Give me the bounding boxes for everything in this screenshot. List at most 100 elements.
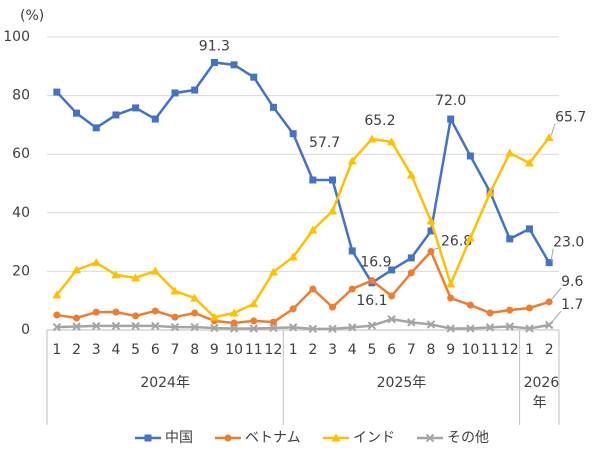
marker [151,307,159,315]
x-tick-label: 2 [72,342,81,358]
marker [308,324,318,334]
data-label: 57.7 [309,135,340,151]
y-tick-label: 60 [12,146,30,162]
marker [170,322,180,332]
marker [309,285,317,293]
marker [347,156,357,165]
marker [269,318,277,326]
x-tick-label: 11 [481,342,499,358]
marker [505,148,515,157]
marker [329,303,337,311]
marker [485,188,495,197]
marker [230,319,238,327]
marker [328,206,338,215]
marker [505,322,514,331]
marker [425,433,435,443]
x-tick-label: 8 [427,342,436,358]
x-tick-label: 6 [387,342,396,358]
marker [190,293,200,302]
marker [329,176,337,184]
marker [545,298,553,306]
marker [289,130,297,138]
marker [171,89,179,97]
marker [249,299,259,308]
x-tick-label: 7 [171,342,180,358]
x-tick-label: 9 [446,342,455,358]
marker [506,235,514,243]
marker [545,259,553,267]
marker [151,115,159,123]
marker [368,276,376,284]
marker [407,318,416,327]
marker [485,323,495,332]
marker [525,225,533,233]
marker [544,132,554,141]
marker [132,312,140,320]
x-tick-label: 7 [407,342,416,358]
marker [230,61,238,69]
marker [53,311,61,319]
marker [92,308,100,316]
marker [506,306,514,314]
series: 16.9 26.8 9.6 [53,233,584,327]
data-label: 9.6 [561,274,583,290]
marker [210,323,219,333]
marker [348,285,356,293]
x-tick-label: 1 [525,342,534,358]
marker [72,265,82,274]
legend-label: インド [353,430,395,446]
x-tick-label: 6 [151,342,160,358]
marker [466,324,475,333]
series-line [56,249,550,325]
marker [407,269,415,277]
marker [52,290,62,299]
marker [73,314,81,322]
x-group-label: 2025年 [376,375,427,391]
marker [229,308,239,317]
marker [406,170,416,179]
marker [427,227,435,235]
series: 57.7 65.2 65.7 [52,109,586,321]
marker [525,304,533,312]
series: 91.3 16.1 72.0 23.0 [53,38,584,309]
marker [250,317,258,325]
legend-label: その他 [447,430,489,446]
x-tick-label: 9 [210,342,219,358]
x-tick-label: 10 [225,342,243,358]
series: 1.7 [52,297,583,334]
x-tick-label: 12 [501,342,519,358]
marker [144,434,152,442]
marker [190,322,199,332]
series-line [56,317,550,331]
data-label: 65.2 [364,113,395,129]
marker [250,73,258,81]
x-tick-label: 2 [308,342,317,358]
marker [269,103,277,111]
marker [288,323,298,332]
leader-line [550,248,554,261]
y-tick-label: 100 [3,29,30,45]
marker [466,152,474,160]
marker [388,292,396,300]
leader-line [550,287,562,301]
x-tick-label: 1 [52,342,61,358]
marker [426,320,436,329]
data-label: 1.7 [561,297,583,313]
y-tick-label: 20 [12,263,30,279]
marker [387,314,396,324]
y-tick-label: 40 [12,205,30,221]
marker [328,324,337,334]
data-label: 91.3 [199,38,230,54]
marker [388,266,396,274]
legend-label: 中国 [165,430,193,446]
leader-line [550,310,562,324]
marker [288,252,298,261]
x-tick-label: 4 [348,342,357,358]
marker [447,115,455,123]
data-label: 26.8 [441,233,472,249]
marker [151,321,160,331]
marker [447,294,455,302]
x-group-label: 2024年 [140,375,190,391]
